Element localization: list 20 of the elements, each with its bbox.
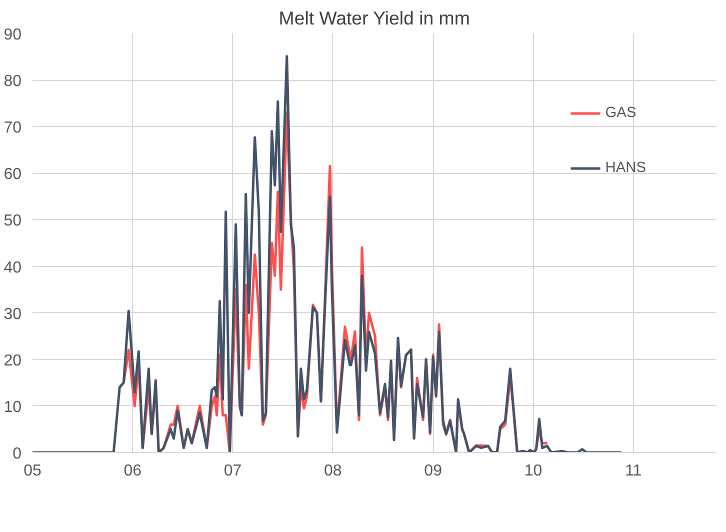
chart-title: Melt Water Yield in mm bbox=[278, 8, 470, 28]
y-tick-label: 0 bbox=[12, 446, 22, 462]
x-tick-label: 08 bbox=[324, 462, 342, 480]
y-tick-label: 40 bbox=[4, 259, 22, 276]
x-tick-label: 07 bbox=[224, 462, 242, 480]
x-tick-label: 09 bbox=[424, 462, 442, 480]
y-tick-label: 80 bbox=[4, 73, 22, 90]
y-tick-label: 30 bbox=[4, 306, 22, 323]
y-tick-label: 10 bbox=[4, 398, 22, 416]
y-tick-label: 90 bbox=[4, 26, 22, 44]
x-tick-label: 06 bbox=[124, 462, 142, 480]
x-tick-label: 05 bbox=[24, 462, 42, 480]
x-tick-label: 10 bbox=[524, 462, 542, 480]
y-tick-label: 60 bbox=[4, 166, 22, 184]
y-tick-label: 50 bbox=[4, 212, 22, 230]
y-tick-label: 70 bbox=[4, 120, 22, 137]
legend-label: HANS bbox=[605, 160, 646, 176]
x-tick-label: 11 bbox=[625, 462, 642, 480]
legend-label: GAS bbox=[605, 105, 636, 121]
y-tick-label: 20 bbox=[4, 352, 22, 370]
